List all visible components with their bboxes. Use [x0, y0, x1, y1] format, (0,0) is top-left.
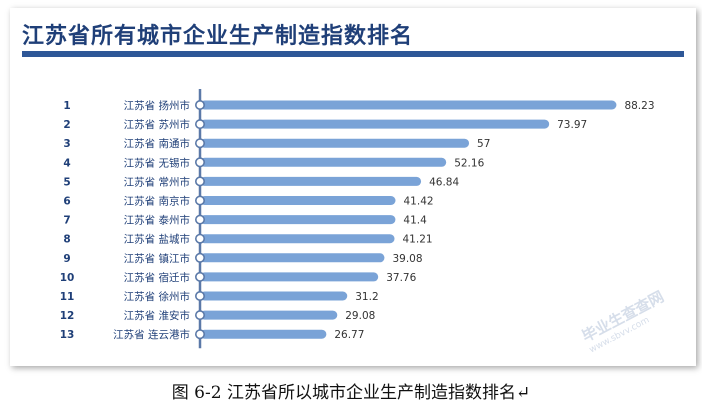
- figure-caption: 图 6-2 江苏省所以城市企业生产制造指数排名↵: [171, 383, 531, 403]
- title-underline: [22, 51, 684, 57]
- axis-marker: [195, 252, 206, 263]
- category-label: 江苏省 苏州市: [124, 118, 190, 131]
- rank-label: 2: [63, 119, 70, 131]
- axis-marker: [195, 233, 206, 244]
- rank-label: 7: [63, 215, 70, 227]
- category-label: 江苏省 泰州市: [124, 214, 190, 227]
- bar: [200, 119, 550, 129]
- bar: [200, 157, 447, 167]
- bar: [200, 272, 379, 282]
- value-label: 88.23: [624, 100, 654, 112]
- value-label: 41.42: [404, 196, 434, 208]
- category-label: 江苏省 扬州市: [124, 99, 190, 112]
- value-label: 41.4: [403, 215, 427, 227]
- bar: [200, 253, 385, 263]
- value-label: 31.2: [355, 291, 378, 303]
- bar: [200, 176, 422, 186]
- category-label: 江苏省 盐城市: [124, 233, 190, 246]
- category-label: 江苏省 镇江市: [124, 252, 190, 265]
- value-label: 29.08: [345, 310, 375, 322]
- bar: [200, 100, 617, 110]
- axis-marker: [195, 195, 206, 206]
- rank-label: 4: [63, 157, 70, 169]
- category-label: 江苏省 连云港市: [113, 328, 190, 341]
- rank-label: 3: [63, 138, 70, 150]
- value-label: 26.77: [334, 329, 364, 341]
- category-label: 江苏省 常州市: [124, 175, 190, 188]
- rank-label: 12: [60, 310, 75, 322]
- rank-label: 13: [60, 329, 75, 341]
- rank-label: 11: [60, 291, 75, 303]
- axis-marker: [195, 310, 206, 321]
- bar: [200, 291, 348, 301]
- rank-label: 9: [63, 253, 70, 265]
- category-label: 江苏省 徐州市: [124, 290, 190, 303]
- value-label: 41.21: [403, 234, 433, 246]
- axis-marker: [195, 214, 206, 225]
- rank-label: 8: [63, 234, 70, 246]
- value-label: 52.16: [454, 157, 484, 169]
- axis-marker: [195, 290, 206, 301]
- chart-frame: 江苏省所有城市企业生产制造指数排名 1 江苏省 扬州市 88.23 2 江苏省 苏州市 7…: [10, 8, 696, 366]
- bar: [200, 138, 470, 148]
- rank-label: 6: [63, 196, 70, 208]
- bar: [200, 215, 396, 225]
- rank-label: 10: [60, 272, 75, 284]
- value-label: 37.76: [386, 272, 416, 284]
- value-label: 46.84: [429, 176, 459, 188]
- bar: [200, 196, 396, 205]
- category-label: 江苏省 宿迁市: [124, 271, 190, 284]
- bar: [200, 234, 395, 244]
- bar: [200, 310, 338, 320]
- chart-title: 江苏省所有城市企业生产制造指数排名: [22, 24, 414, 49]
- axis-marker: [195, 157, 206, 168]
- category-label: 江苏省 南京市: [124, 195, 190, 208]
- rank-label: 5: [63, 176, 70, 188]
- axis-marker: [195, 329, 206, 340]
- axis-marker: [195, 176, 206, 187]
- axis-marker: [195, 119, 206, 130]
- value-label: 39.08: [392, 253, 422, 265]
- category-label: 江苏省 淮安市: [124, 309, 190, 322]
- category-label: 江苏省 南通市: [124, 137, 190, 150]
- bar-chart: 1 江苏省 扬州市 88.232 江苏省 苏州市 73.973 江苏省 南通市 574 江苏省…: [60, 89, 655, 349]
- value-label: 73.97: [557, 119, 587, 131]
- category-label: 江苏省 无锡市: [124, 156, 190, 169]
- rank-label: 1: [63, 100, 70, 112]
- axis-marker: [195, 271, 206, 282]
- value-label: 57: [477, 138, 490, 150]
- axis-marker: [195, 138, 206, 149]
- bar: [200, 329, 327, 339]
- axis-marker: [195, 100, 206, 111]
